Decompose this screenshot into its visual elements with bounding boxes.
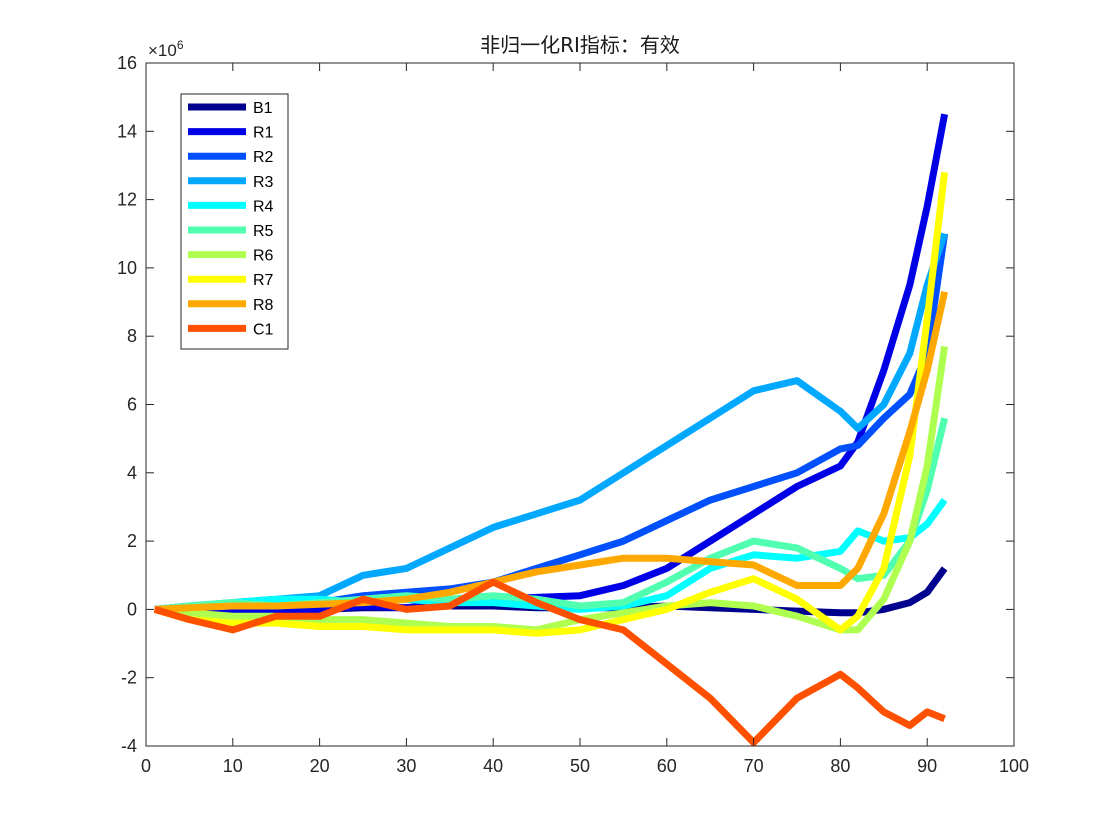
legend-label-r7: R7	[253, 272, 274, 289]
legend-label-c1: C1	[253, 321, 274, 338]
y-tick-label: 12	[117, 190, 137, 210]
x-tick-label: 100	[999, 756, 1029, 776]
x-tick-label: 0	[141, 756, 151, 776]
series-layer	[153, 113, 949, 747]
y-tick-label: 8	[127, 326, 137, 346]
y-tick-label: 6	[127, 395, 137, 415]
x-tick-label: 30	[396, 756, 416, 776]
y-tick-label: 14	[117, 121, 137, 141]
x-tick-label: 90	[917, 756, 937, 776]
y-tick-label: 10	[117, 258, 137, 278]
x-tick-label: 50	[570, 756, 590, 776]
x-tick-label: 40	[483, 756, 503, 776]
legend-label-b1: B1	[253, 100, 273, 117]
y-exponent: 6	[177, 38, 184, 52]
y-tick-label: 2	[127, 531, 137, 551]
chart-title: 非归一化RI指标：有效	[480, 33, 680, 57]
series-line-r1	[154, 113, 949, 617]
x-tick-label: 60	[657, 756, 677, 776]
legend-label-r1: R1	[253, 125, 274, 142]
legend-label-r5: R5	[253, 223, 274, 240]
x-tick-label: 10	[223, 756, 243, 776]
y-tick-label: 0	[127, 599, 137, 619]
series-line-r8	[154, 291, 949, 613]
y-axis: -4 -2 0 2 4 6 8 10 12 14 16	[117, 53, 1014, 756]
legend: B1 R1 R2 R3 R4 R5 R6 R7 R8 C1	[180, 93, 289, 350]
x-axis: 0 10 20 30 40 50 60 70 80 90 100	[141, 63, 1029, 776]
legend-label-r2: R2	[253, 149, 274, 166]
y-tick-label: 4	[127, 463, 137, 483]
legend-label-r6: R6	[253, 248, 274, 265]
x-tick-label: 20	[310, 756, 330, 776]
legend-label-r4: R4	[253, 198, 274, 215]
y-tick-label: -2	[121, 668, 137, 688]
x-tick-label: 80	[830, 756, 850, 776]
y-tick-label: -4	[121, 736, 137, 756]
y-tick-label: 16	[117, 53, 137, 73]
x-tick-label: 70	[744, 756, 764, 776]
y-axis-multiplier: ×106	[148, 38, 184, 60]
legend-label-r8: R8	[253, 297, 274, 314]
series-line-c1	[153, 578, 946, 747]
legend-label-r3: R3	[253, 174, 274, 191]
